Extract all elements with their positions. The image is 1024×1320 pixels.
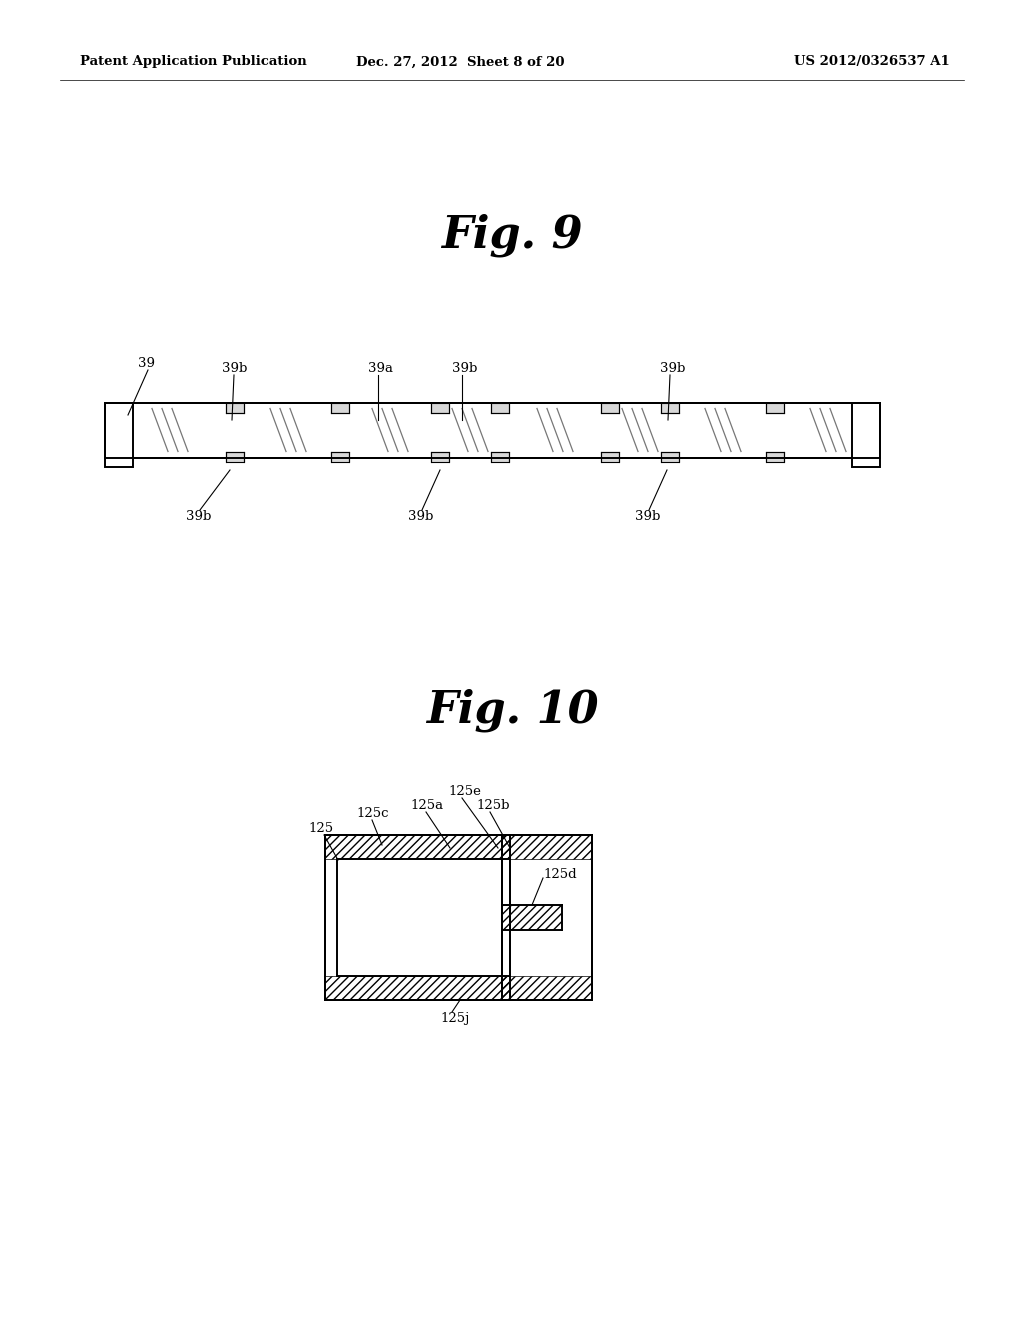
Bar <box>105 403 133 466</box>
Text: 39b: 39b <box>186 510 211 523</box>
Bar <box>331 403 349 412</box>
Text: 125: 125 <box>308 822 333 836</box>
Text: 125e: 125e <box>449 785 481 799</box>
Text: 39: 39 <box>138 356 155 370</box>
Bar <box>226 403 244 412</box>
Bar <box>502 975 592 1001</box>
Bar <box>431 451 449 462</box>
Bar <box>490 451 509 462</box>
Bar <box>601 403 618 412</box>
Bar <box>766 403 784 412</box>
Bar <box>502 836 592 1001</box>
Text: 125j: 125j <box>440 1012 469 1026</box>
Text: Dec. 27, 2012  Sheet 8 of 20: Dec. 27, 2012 Sheet 8 of 20 <box>355 55 564 69</box>
Text: 125c: 125c <box>356 807 388 820</box>
Bar <box>601 451 618 462</box>
Text: 39b: 39b <box>222 362 248 375</box>
Text: 125b: 125b <box>476 799 510 812</box>
Bar <box>325 836 510 859</box>
Bar <box>766 451 784 462</box>
Bar <box>662 451 679 462</box>
Text: 39a: 39a <box>368 362 393 375</box>
Bar <box>325 975 510 1001</box>
Text: 39b: 39b <box>660 362 685 375</box>
Bar <box>325 836 510 1001</box>
Bar <box>852 403 880 466</box>
Bar <box>105 403 880 458</box>
Text: Patent Application Publication: Patent Application Publication <box>80 55 307 69</box>
Bar <box>331 451 349 462</box>
Text: 125a: 125a <box>410 799 443 812</box>
Text: 39b: 39b <box>408 510 433 523</box>
Bar <box>502 836 592 1001</box>
Text: 125d: 125d <box>543 869 577 882</box>
Text: Fig. 9: Fig. 9 <box>441 214 583 257</box>
Bar <box>502 906 562 931</box>
Bar <box>226 451 244 462</box>
Bar <box>105 403 880 458</box>
Text: 39b: 39b <box>452 362 477 375</box>
Bar <box>502 836 592 859</box>
Text: Fig. 10: Fig. 10 <box>426 688 598 731</box>
Bar <box>490 403 509 412</box>
Bar <box>431 403 449 412</box>
Bar <box>337 859 510 975</box>
Bar <box>325 836 510 1001</box>
Text: US 2012/0326537 A1: US 2012/0326537 A1 <box>795 55 950 69</box>
Bar <box>662 403 679 412</box>
Text: 39b: 39b <box>635 510 660 523</box>
